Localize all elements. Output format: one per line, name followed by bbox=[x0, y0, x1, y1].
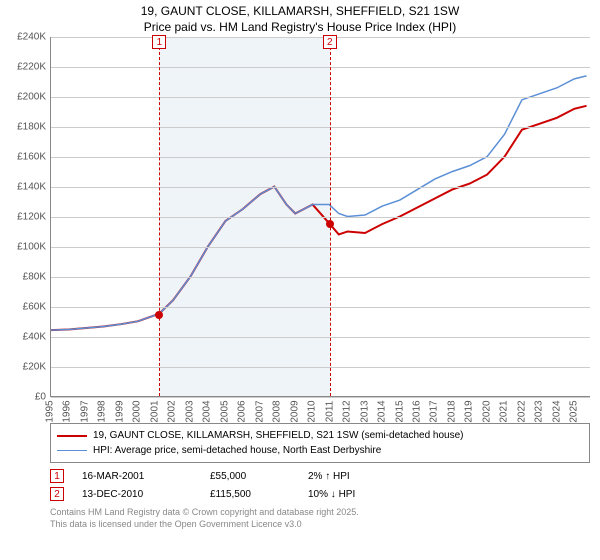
gridline bbox=[51, 217, 590, 218]
x-tick-label: 1996 bbox=[62, 401, 73, 423]
marker-pct: 2% ↑ HPI bbox=[308, 471, 408, 482]
x-axis-labels: 1995199619971998199920002001200220032004… bbox=[50, 397, 590, 417]
x-tick-label: 1995 bbox=[45, 401, 56, 423]
marker-price: £55,000 bbox=[210, 471, 290, 482]
x-tick-label: 2016 bbox=[411, 401, 422, 423]
y-tick-label: £200K bbox=[17, 92, 46, 103]
x-tick-label: 2017 bbox=[429, 401, 440, 423]
y-tick-label: £120K bbox=[17, 212, 46, 223]
x-tick-label: 2018 bbox=[446, 401, 457, 423]
x-tick-label: 2007 bbox=[254, 401, 265, 423]
title-line1: 19, GAUNT CLOSE, KILLAMARSH, SHEFFIELD, … bbox=[0, 4, 600, 20]
x-tick-label: 2012 bbox=[342, 401, 353, 423]
x-tick-label: 2006 bbox=[237, 401, 248, 423]
x-tick-label: 2021 bbox=[499, 401, 510, 423]
title-line2: Price paid vs. HM Land Registry's House … bbox=[0, 20, 600, 36]
gridline bbox=[51, 277, 590, 278]
y-tick-label: £80K bbox=[23, 272, 46, 283]
marker-date: 16-MAR-2001 bbox=[82, 471, 192, 482]
y-axis-labels: £0£20K£40K£60K£80K£100K£120K£140K£160K£1… bbox=[0, 37, 48, 397]
series-line-hpi bbox=[51, 76, 587, 330]
x-tick-label: 2011 bbox=[324, 401, 335, 423]
gridline bbox=[51, 37, 590, 38]
x-tick-label: 1998 bbox=[97, 401, 108, 423]
y-tick-label: £40K bbox=[23, 332, 46, 343]
x-tick-label: 2024 bbox=[551, 401, 562, 423]
gridline bbox=[51, 337, 590, 338]
legend-item: 19, GAUNT CLOSE, KILLAMARSH, SHEFFIELD, … bbox=[57, 428, 583, 443]
x-tick-label: 2000 bbox=[132, 401, 143, 423]
x-tick-label: 2002 bbox=[167, 401, 178, 423]
chart-area: £0£20K£40K£60K£80K£100K£120K£140K£160K£1… bbox=[50, 37, 590, 417]
y-tick-label: £20K bbox=[23, 362, 46, 373]
marker-badge: 1 bbox=[152, 35, 166, 49]
marker-date: 13-DEC-2010 bbox=[82, 489, 192, 500]
marker-row-badge: 1 bbox=[50, 469, 64, 483]
x-tick-label: 2022 bbox=[516, 401, 527, 423]
x-tick-label: 2010 bbox=[307, 401, 318, 423]
copyright-line2: This data is licensed under the Open Gov… bbox=[50, 519, 590, 531]
marker-row: 2 13-DEC-2010 £115,500 10% ↓ HPI bbox=[50, 485, 590, 503]
x-tick-label: 2019 bbox=[464, 401, 475, 423]
legend-label: HPI: Average price, semi-detached house,… bbox=[93, 443, 381, 458]
gridline bbox=[51, 67, 590, 68]
x-tick-label: 2005 bbox=[219, 401, 230, 423]
x-tick-label: 2003 bbox=[184, 401, 195, 423]
y-tick-label: £60K bbox=[23, 302, 46, 313]
x-tick-label: 2004 bbox=[202, 401, 213, 423]
gridline bbox=[51, 127, 590, 128]
x-tick-label: 2015 bbox=[394, 401, 405, 423]
gridline bbox=[51, 367, 590, 368]
x-tick-label: 2008 bbox=[272, 401, 283, 423]
x-tick-label: 2020 bbox=[481, 401, 492, 423]
copyright-line1: Contains HM Land Registry data © Crown c… bbox=[50, 507, 590, 519]
legend-item: HPI: Average price, semi-detached house,… bbox=[57, 443, 583, 458]
x-tick-label: 2023 bbox=[534, 401, 545, 423]
marker-badge: 2 bbox=[323, 35, 337, 49]
gridline bbox=[51, 247, 590, 248]
marker-row: 1 16-MAR-2001 £55,000 2% ↑ HPI bbox=[50, 467, 590, 485]
plot-region: 12 bbox=[50, 37, 590, 397]
x-tick-label: 2009 bbox=[289, 401, 300, 423]
x-tick-label: 1997 bbox=[79, 401, 90, 423]
legend-swatch bbox=[57, 435, 87, 437]
x-tick-label: 2014 bbox=[377, 401, 388, 423]
x-tick-label: 2025 bbox=[569, 401, 580, 423]
legend-box: 19, GAUNT CLOSE, KILLAMARSH, SHEFFIELD, … bbox=[50, 423, 590, 463]
data-point-dot bbox=[155, 311, 163, 319]
chart-container: 19, GAUNT CLOSE, KILLAMARSH, SHEFFIELD, … bbox=[0, 0, 600, 560]
x-tick-label: 2001 bbox=[149, 401, 160, 423]
copyright-text: Contains HM Land Registry data © Crown c… bbox=[50, 507, 590, 530]
chart-title: 19, GAUNT CLOSE, KILLAMARSH, SHEFFIELD, … bbox=[0, 0, 600, 37]
y-tick-label: £140K bbox=[17, 182, 46, 193]
legend-swatch bbox=[57, 450, 87, 452]
y-tick-label: £160K bbox=[17, 152, 46, 163]
marker-pct: 10% ↓ HPI bbox=[308, 489, 408, 500]
gridline bbox=[51, 157, 590, 158]
y-tick-label: £180K bbox=[17, 122, 46, 133]
marker-row-badge: 2 bbox=[50, 487, 64, 501]
y-tick-label: £220K bbox=[17, 62, 46, 73]
y-tick-label: £100K bbox=[17, 242, 46, 253]
y-tick-label: £240K bbox=[17, 32, 46, 43]
x-tick-label: 2013 bbox=[359, 401, 370, 423]
marker-line bbox=[330, 37, 331, 396]
marker-price: £115,500 bbox=[210, 489, 290, 500]
gridline bbox=[51, 307, 590, 308]
marker-table: 1 16-MAR-2001 £55,000 2% ↑ HPI 2 13-DEC-2010 £… bbox=[50, 467, 590, 503]
gridline bbox=[51, 97, 590, 98]
gridline bbox=[51, 187, 590, 188]
x-tick-label: 1999 bbox=[114, 401, 125, 423]
data-point-dot bbox=[326, 220, 334, 228]
legend-label: 19, GAUNT CLOSE, KILLAMARSH, SHEFFIELD, … bbox=[93, 428, 464, 443]
marker-line bbox=[159, 37, 160, 396]
